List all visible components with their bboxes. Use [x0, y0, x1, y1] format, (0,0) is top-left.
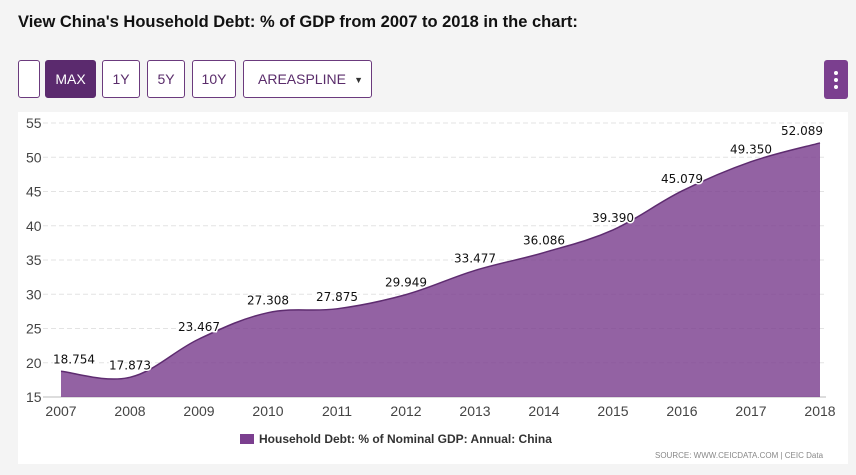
x-tick-label: 2016	[666, 403, 697, 419]
blank-button[interactable]	[18, 60, 40, 98]
y-tick-label: 40	[26, 218, 42, 234]
1y-range-button[interactable]: 1Y	[102, 60, 140, 98]
series-line	[60, 142, 821, 380]
data-label: 49.350	[730, 143, 772, 157]
y-tick-label: 35	[26, 252, 42, 268]
data-label: 27.875	[316, 290, 358, 304]
data-labels: 18.754 17.873 23.467 27.308 27.875 29.949 33.4…	[52, 122, 825, 373]
chart-type-value: AREASPLINE	[258, 71, 346, 87]
data-label: 23.467	[178, 320, 220, 334]
data-label: 36.086	[523, 234, 565, 248]
data-label: 27.308	[247, 294, 289, 308]
x-axis-ticks: 2007 2008 2009 2010 2011 2012 2013 2014 2015 2016…	[45, 403, 835, 419]
y-tick-label: 55	[26, 115, 42, 131]
x-tick-label: 2013	[459, 403, 490, 419]
chart-type-select[interactable]: AREASPLINE ▼	[243, 60, 372, 98]
series-area	[60, 142, 821, 397]
data-label: 17.873	[109, 358, 151, 372]
y-tick-label: 20	[26, 355, 42, 371]
x-tick-label: 2017	[735, 403, 766, 419]
data-label: 33.477	[454, 251, 496, 265]
y-axis-ticks: 15 20 25 30 35 40 45 50 55	[26, 115, 42, 405]
data-label: 39.390	[592, 211, 634, 225]
legend[interactable]: Household Debt: % of Nominal GDP: Annual…	[240, 432, 552, 446]
x-tick-label: 2007	[45, 403, 76, 419]
y-tick-label: 25	[26, 321, 42, 337]
y-tick-label: 45	[26, 184, 42, 200]
data-label: 18.754	[53, 352, 95, 366]
triangle-down-icon: ▼	[354, 75, 363, 85]
x-tick-label: 2008	[114, 403, 145, 419]
x-tick-label: 2010	[252, 403, 283, 419]
10y-range-button[interactable]: 10Y	[192, 60, 236, 98]
x-tick-label: 2009	[183, 403, 214, 419]
series-area-fill	[61, 142, 820, 397]
y-tick-label: 50	[26, 149, 42, 165]
source-credit: SOURCE: WWW.CEICDATA.COM | CEIC Data	[655, 451, 824, 460]
x-tick-label: 2014	[528, 403, 559, 419]
data-label: 45.079	[661, 172, 703, 186]
x-tick-label: 2015	[597, 403, 628, 419]
kebab-menu-icon[interactable]	[824, 60, 848, 99]
y-tick-label: 30	[26, 286, 42, 302]
data-label: 29.949	[385, 276, 427, 290]
legend-swatch	[240, 434, 254, 444]
max-range-button[interactable]: MAX	[45, 60, 96, 98]
y-tick-label: 15	[26, 389, 42, 405]
data-label: 52.089	[781, 124, 823, 138]
legend-label: Household Debt: % of Nominal GDP: Annual…	[259, 432, 552, 446]
page-title: View China's Household Debt: % of GDP fr…	[18, 13, 578, 31]
x-tick-label: 2011	[322, 403, 352, 419]
5y-range-button[interactable]: 5Y	[147, 60, 185, 98]
x-tick-label: 2012	[390, 403, 421, 419]
x-tick-label: 2018	[804, 403, 835, 419]
